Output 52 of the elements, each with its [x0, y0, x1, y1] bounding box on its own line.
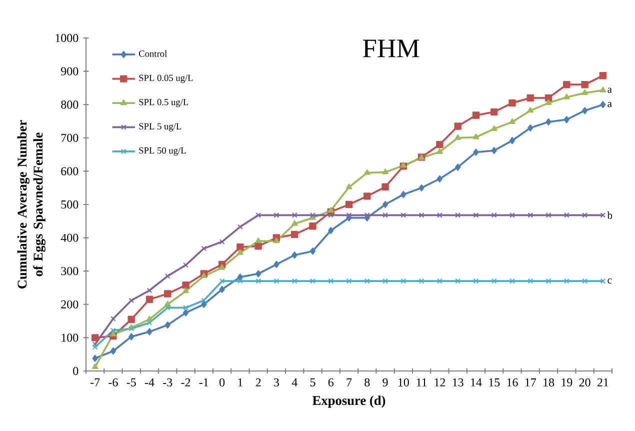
y-tick-label: 400: [60, 234, 78, 242]
x-tick-label: 5: [310, 378, 316, 386]
x-tick-label: -5: [126, 378, 136, 386]
x-tick-label: 15: [489, 378, 500, 386]
x-tick-label: 7: [346, 378, 352, 386]
x-tick-label: 4: [292, 378, 298, 386]
x-tick-label: 6: [328, 378, 334, 386]
x-tick-label: 2: [256, 378, 261, 386]
y-tick-label: 1000: [56, 34, 78, 42]
legend-label: SPL 5 ug/L: [139, 123, 182, 132]
x-tick-label: 11: [416, 378, 427, 386]
legend-label: Control: [138, 50, 167, 57]
y-tick-label: 500: [61, 200, 78, 209]
annotation: a: [608, 102, 612, 108]
x-tick-label: -1: [199, 378, 208, 386]
y-tick-label: 800: [61, 100, 78, 109]
legend-label: SPL 50 ug/L: [139, 147, 186, 156]
x-tick-label: 18: [544, 378, 554, 386]
legend-label: SPL 0.5 ug/L: [139, 98, 188, 108]
x-tick-label: 9: [382, 378, 388, 386]
x-tick-label: 0: [220, 378, 225, 386]
x-tick-label: 8: [364, 378, 370, 386]
legend-label: SPL 0.05 ug/L: [139, 74, 193, 83]
x-tick-label: 21: [597, 378, 608, 386]
x-tick-label: -7: [90, 378, 100, 386]
y-tick-label: 700: [61, 134, 78, 142]
x-tick-label: 10: [398, 378, 409, 386]
x-tick-label: 14: [471, 378, 482, 386]
x-axis-title: Exposure (d): [312, 396, 386, 408]
x-tick-label: -6: [108, 378, 118, 386]
x-tick-label: 19: [562, 378, 572, 386]
y-axis-title: Cumulative Average Number of Eggs Spawned/Female: [17, 120, 46, 289]
y-tick-label: 100: [62, 334, 78, 342]
x-tick-label: 20: [579, 378, 590, 386]
annotation: a: [608, 88, 612, 93]
x-tick-label: -3: [163, 378, 172, 386]
y-tick-label: 600: [61, 167, 78, 176]
x-tick-label: 12: [434, 378, 446, 386]
x-tick-label: 3: [274, 378, 279, 386]
y-tick-label: 200: [61, 300, 78, 308]
chart-title: FHM: [362, 40, 420, 58]
annotation: b: [607, 211, 612, 219]
x-tick-label: -4: [144, 378, 154, 386]
annotation: c: [608, 278, 612, 284]
x-tick-label: 1: [238, 378, 242, 386]
y-tick-label: 900: [61, 67, 78, 76]
x-tick-label: 13: [452, 378, 464, 386]
x-tick-label: 16: [507, 378, 518, 386]
y-tick-label: 300: [61, 267, 78, 276]
x-tick-label: -2: [181, 378, 190, 386]
y-tick-label: 0: [73, 366, 78, 376]
x-tick-label: 17: [525, 378, 536, 386]
